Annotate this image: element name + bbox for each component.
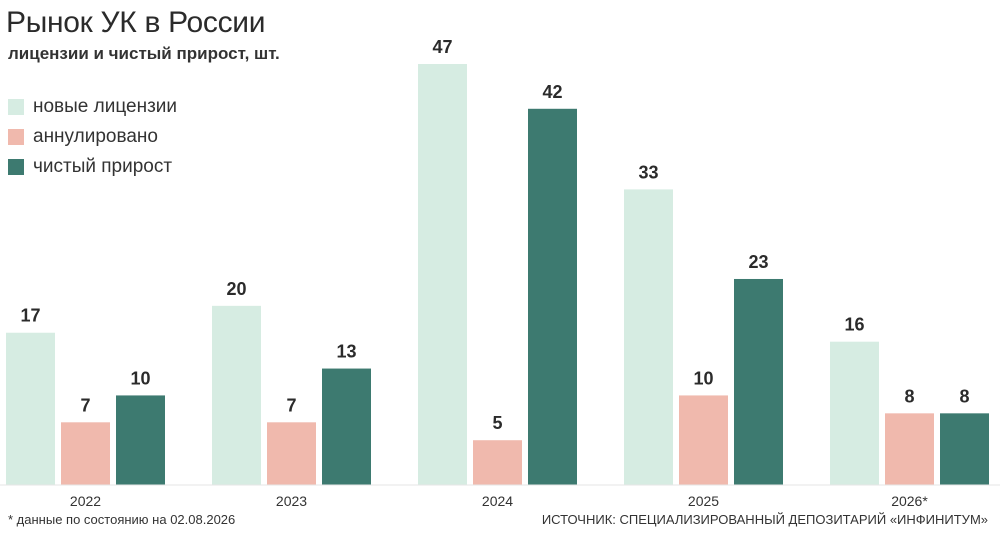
bar-new-licenses-3 <box>624 189 673 486</box>
value-label-net-growth-1: 13 <box>336 342 356 362</box>
x-tick-label-3: 2025 <box>688 493 719 509</box>
legend-item-new-licenses: новые лицензии <box>8 92 177 122</box>
value-label-net-growth-2: 42 <box>542 82 562 102</box>
bar-new-licenses-1 <box>212 305 261 485</box>
bars-group <box>6 64 989 486</box>
footnote: * данные по состоянию на 02.08.2026 <box>8 512 236 527</box>
source-note: ИСТОЧНИК: СПЕЦИАЛИЗИРОВАННЫЙ ДЕПОЗИТАРИЙ… <box>541 512 988 527</box>
bar-new-licenses-0 <box>6 332 55 485</box>
legend-label-annulled: аннулировано <box>33 126 158 147</box>
bar-annulled-1 <box>267 422 316 485</box>
legend: новые лицензии аннулировано чистый приро… <box>8 92 177 182</box>
legend-swatch-net-growth <box>8 159 24 175</box>
legend-swatch-new-licenses <box>8 99 24 115</box>
value-label-annulled-2: 5 <box>492 413 502 433</box>
bar-new-licenses-4 <box>830 341 879 485</box>
value-label-new-licenses-4: 16 <box>844 315 864 335</box>
bar-net-growth-3 <box>734 278 783 485</box>
bar-annulled-0 <box>61 422 110 485</box>
bar-new-licenses-2 <box>418 64 467 485</box>
value-label-net-growth-3: 23 <box>748 252 768 272</box>
value-label-net-growth-4: 8 <box>959 386 969 406</box>
bar-net-growth-0 <box>116 395 165 485</box>
value-label-new-licenses-3: 33 <box>638 162 658 182</box>
x-tick-label-4: 2026* <box>891 493 928 509</box>
bar-net-growth-2 <box>528 108 577 485</box>
legend-item-annulled: аннулировано <box>8 122 177 152</box>
bar-annulled-2 <box>473 440 522 485</box>
bar-annulled-3 <box>679 395 728 485</box>
value-label-new-licenses-1: 20 <box>226 279 246 299</box>
bar-net-growth-4 <box>940 413 989 485</box>
bar-net-growth-1 <box>322 368 371 485</box>
value-label-annulled-1: 7 <box>286 395 296 415</box>
value-label-annulled-0: 7 <box>80 395 90 415</box>
legend-label-net-growth: чистый прирост <box>33 156 173 177</box>
value-label-new-licenses-0: 17 <box>20 306 40 326</box>
x-tick-labels-group: 2022 2023 2024 2025 2026* <box>70 493 928 509</box>
value-label-new-licenses-2: 47 <box>432 37 452 57</box>
value-label-net-growth-0: 10 <box>130 368 150 388</box>
legend-item-net-growth: чистый прирост <box>8 152 177 182</box>
legend-swatch-annulled <box>8 129 24 145</box>
value-labels-group: 17 7 10 20 7 13 47 5 42 33 10 23 16 8 8 <box>20 37 969 433</box>
value-label-annulled-4: 8 <box>904 386 914 406</box>
bar-annulled-4 <box>885 413 934 485</box>
x-tick-label-1: 2023 <box>276 493 307 509</box>
x-tick-label-2: 2024 <box>482 493 513 509</box>
legend-label-new-licenses: новые лицензии <box>33 96 178 117</box>
value-label-annulled-3: 10 <box>693 368 713 388</box>
x-tick-label-0: 2022 <box>70 493 101 509</box>
chart-title: Рынок УК в России <box>6 6 266 39</box>
chart-subtitle: лицензии и чистый прирост, шт. <box>8 44 280 63</box>
